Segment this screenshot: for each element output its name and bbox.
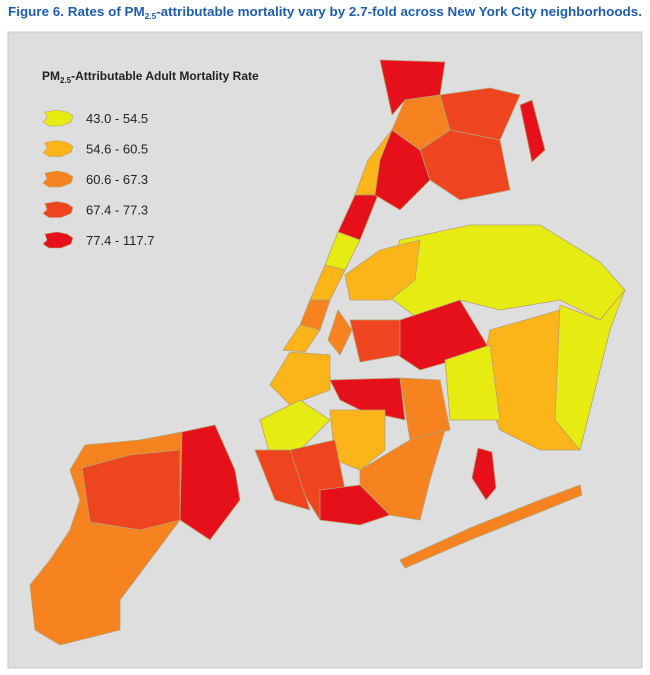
legend-swatch: [42, 140, 74, 157]
area: [379, 224, 626, 321]
area: [327, 309, 353, 356]
map: [29, 59, 626, 646]
legend-swatch: [42, 109, 74, 127]
legend-label: 43.0 - 54.5: [86, 111, 148, 126]
area: [444, 344, 501, 421]
legend-title-subscript: 2.5: [60, 76, 72, 85]
area: [259, 399, 331, 456]
legend-label: 60.6 - 67.3: [86, 172, 148, 187]
legend-label: 54.6 - 60.5: [86, 142, 148, 157]
area: [519, 99, 546, 163]
area: [439, 87, 521, 141]
legend-title-part: PM: [42, 69, 60, 83]
legend-swatch: [42, 231, 74, 249]
area: [282, 324, 321, 353]
legend-swatch: [42, 201, 74, 218]
area: [344, 239, 421, 301]
legend-label: 77.4 - 117.7: [86, 233, 154, 248]
title-part: Figure 6. Rates of PM: [8, 4, 145, 19]
figure-title: Figure 6. Rates of PM 2.5-attributable mo…: [8, 4, 642, 21]
legend-label: 67.4 - 77.3: [86, 203, 148, 218]
legend-title-part: -Attributable Adult Mortality Rate: [71, 69, 259, 83]
area: [349, 319, 401, 363]
area: [399, 484, 583, 569]
legend-swatch: [42, 170, 74, 188]
area: [399, 377, 451, 441]
title-subscript: 2.5: [145, 12, 157, 21]
legend: 43.0 - 54.5 54.6 - 60.5 60.6 - 67.3 67.4 - …: [42, 109, 154, 249]
area: [554, 289, 626, 451]
area: [179, 424, 241, 541]
area: [319, 484, 391, 526]
title-part: -attributable mortality vary by 2.7-fold…: [156, 4, 642, 19]
legend-title: PM2.5-Attributable Adult Mortality Rate: [42, 69, 259, 85]
area: [359, 429, 446, 521]
area: [254, 449, 311, 511]
area: [471, 447, 497, 501]
area: [269, 351, 331, 406]
area: [374, 129, 431, 211]
